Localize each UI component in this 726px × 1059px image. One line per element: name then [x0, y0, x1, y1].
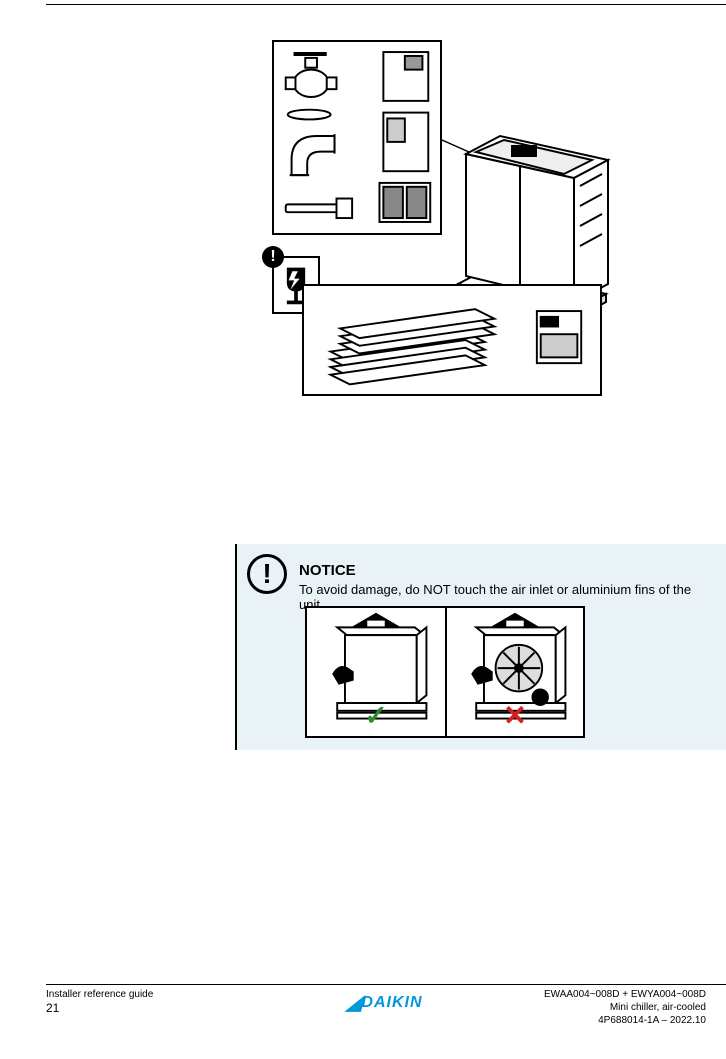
- handling-correct: ✓: [307, 608, 445, 736]
- footer-rev: 4P688014-1A – 2022.10: [544, 1014, 706, 1027]
- handling-wrong: ! ✕: [445, 608, 583, 736]
- footer-doc-title: Installer reference guide: [46, 988, 153, 1001]
- footer-page-number: 21: [46, 1001, 153, 1017]
- footer-model-1: EWAA004~008D + EWYA004~008D: [544, 988, 706, 1001]
- notice-icon: !: [247, 554, 287, 594]
- grille-box: [302, 284, 602, 396]
- warning-dot: !: [262, 246, 284, 268]
- rule-bottom: [46, 984, 726, 985]
- accessories-diagram: !: [272, 40, 612, 400]
- page: !: [0, 0, 726, 1059]
- accessory-box: [272, 40, 442, 235]
- handling-figure: ✓: [305, 606, 585, 738]
- cross-icon: ✕: [503, 699, 526, 732]
- page-footer: Installer reference guide 21 ◢DAIKIN EWA…: [46, 988, 706, 1027]
- footer-model-2: Mini chiller, air-cooled: [544, 1001, 706, 1014]
- notice-heading: NOTICE: [299, 562, 356, 579]
- footer-right: EWAA004~008D + EWYA004~008D Mini chiller…: [544, 988, 706, 1027]
- check-icon: ✓: [364, 699, 387, 732]
- svg-text:!: !: [538, 691, 542, 704]
- rule-top: [46, 4, 726, 5]
- notice-box: ! NOTICE To avoid damage, do NOT touch t…: [235, 544, 726, 750]
- daikin-logo: ◢DAIKIN: [346, 990, 423, 1016]
- footer-left: Installer reference guide 21: [46, 988, 153, 1017]
